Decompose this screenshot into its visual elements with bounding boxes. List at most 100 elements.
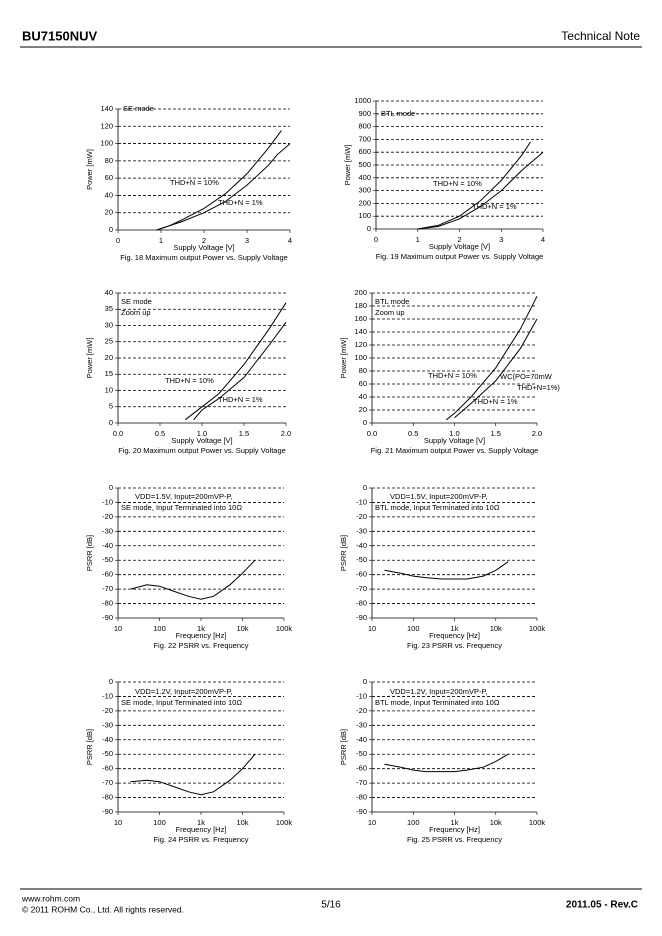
x-axis-label: Supply Voltage [V] xyxy=(173,243,234,252)
x-tick-label: 1.5 xyxy=(491,429,501,438)
y-tick-label: 120 xyxy=(354,340,367,349)
series-label: THD+N = 1% xyxy=(218,198,263,207)
x-tick-label: 10 xyxy=(368,624,376,633)
annotation: Zoom up xyxy=(121,308,151,317)
series-label: THD+N = 10% xyxy=(428,371,477,380)
y-tick-label: -10 xyxy=(356,691,367,700)
copyright: © 2011 ROHM Co., Ltd. All rights reserve… xyxy=(22,904,184,914)
y-tick-label: -90 xyxy=(356,807,367,816)
x-tick-label: 10k xyxy=(490,818,502,827)
y-tick-label: -60 xyxy=(102,764,113,773)
series-line xyxy=(184,302,287,421)
x-tick-label: 4 xyxy=(288,236,292,245)
y-tick-label: 25 xyxy=(105,337,113,346)
figure-caption: Fig. 19 Maximum output Power vs. Supply … xyxy=(376,252,544,261)
x-tick-label: 100k xyxy=(529,624,546,633)
revision: 2011.05 - Rev.C xyxy=(566,900,638,911)
x-tick-label: 1k xyxy=(451,818,459,827)
annotation: VDD=1.5V, Input=200mVP-P, xyxy=(390,492,488,501)
x-tick-label: 10 xyxy=(114,624,122,633)
x-tick-label: 100 xyxy=(407,624,420,633)
y-tick-label: 0 xyxy=(363,677,367,686)
annotation: BTL mode xyxy=(381,109,415,118)
y-tick-label: 0 xyxy=(109,225,113,234)
annotation: BTL mode, Input Terminated into 10Ω xyxy=(375,698,500,707)
y-tick-label: -20 xyxy=(102,706,113,715)
x-tick-label: 100 xyxy=(153,818,166,827)
y-tick-label: -20 xyxy=(102,512,113,521)
x-tick-label: 10k xyxy=(236,818,248,827)
y-tick-label: -90 xyxy=(102,613,113,622)
series-label: THD+N = 10% xyxy=(433,179,482,188)
x-tick-label: 1.0 xyxy=(197,429,207,438)
y-tick-label: -30 xyxy=(102,720,113,729)
y-tick-label: 35 xyxy=(105,304,113,313)
figure-caption: Fig. 22 PSRR vs. Frequency xyxy=(153,641,248,650)
x-tick-label: 100k xyxy=(276,624,293,633)
y-tick-label: -80 xyxy=(102,793,113,802)
x-tick-label: 2 xyxy=(202,236,206,245)
x-axis-label: Frequency [Hz] xyxy=(176,631,227,640)
figure-caption: Fig. 18 Maximum output Power vs. Supply … xyxy=(120,253,288,262)
annotation: VDD=1.5V, Input=200mVP-P, xyxy=(135,492,233,501)
y-tick-label: 200 xyxy=(358,198,371,207)
y-axis-label: Power [mW] xyxy=(85,149,94,190)
x-tick-label: 2 xyxy=(457,235,461,244)
y-tick-label: 200 xyxy=(354,288,367,297)
y-tick-label: -50 xyxy=(102,749,113,758)
y-tick-label: -30 xyxy=(356,526,367,535)
series-label: THD+N = 10% xyxy=(170,178,219,187)
x-tick-label: 0.0 xyxy=(367,429,377,438)
x-tick-label: 1.0 xyxy=(449,429,459,438)
x-tick-label: 10 xyxy=(114,818,122,827)
y-tick-label: 40 xyxy=(105,190,113,199)
x-tick-label: 1.5 xyxy=(239,429,249,438)
y-axis-label: PSRR [dB] xyxy=(339,535,348,571)
annotation: VDD=1.2V, Input=200mVP-P, xyxy=(135,687,233,696)
figure-caption: Fig. 25 PSRR vs. Frequency xyxy=(407,835,502,844)
y-tick-label: 600 xyxy=(358,147,371,156)
y-tick-label: -10 xyxy=(102,691,113,700)
y-axis-label: Power [mW] xyxy=(339,338,348,379)
series-label: THD+N = 10% xyxy=(165,376,214,385)
annotation: SE mode xyxy=(121,297,152,306)
figure-caption: Fig. 23 PSRR vs. Frequency xyxy=(407,641,502,650)
y-tick-label: -40 xyxy=(102,541,113,550)
y-tick-label: -70 xyxy=(356,778,367,787)
y-tick-label: -10 xyxy=(102,497,113,506)
y-tick-label: 5 xyxy=(109,402,113,411)
y-tick-label: 100 xyxy=(358,211,371,220)
y-axis-label: Power [mW] xyxy=(85,338,94,379)
x-axis-label: Supply Voltage [V] xyxy=(171,436,232,445)
x-tick-label: 10 xyxy=(368,818,376,827)
y-tick-label: -80 xyxy=(356,793,367,802)
series-label: THD+N = 1% xyxy=(473,397,518,406)
series-line xyxy=(445,296,538,421)
x-tick-label: 10k xyxy=(236,624,248,633)
y-tick-label: 500 xyxy=(358,160,371,169)
series-line xyxy=(193,322,287,421)
x-axis-label: Supply Voltage [V] xyxy=(424,436,485,445)
y-tick-label: -40 xyxy=(356,541,367,550)
x-axis-label: Supply Voltage [V] xyxy=(429,242,490,251)
y-tick-label: -60 xyxy=(356,764,367,773)
x-axis-label: Frequency [Hz] xyxy=(429,825,480,834)
y-tick-label: 80 xyxy=(105,156,113,165)
figure-caption: Fig. 20 Maximum output Power vs. Supply … xyxy=(118,446,286,455)
y-tick-label: -70 xyxy=(102,584,113,593)
y-tick-label: 160 xyxy=(354,314,367,323)
series-label: THD+N = 1% xyxy=(472,202,517,211)
y-tick-label: -40 xyxy=(356,735,367,744)
y-axis-label: PSRR [dB] xyxy=(85,535,94,571)
y-tick-label: 300 xyxy=(358,186,371,195)
y-tick-label: -60 xyxy=(102,570,113,579)
y-tick-label: -50 xyxy=(356,555,367,564)
series-line xyxy=(130,753,256,796)
y-tick-label: 0 xyxy=(363,418,367,427)
y-tick-label: -90 xyxy=(102,807,113,816)
y-tick-label: -60 xyxy=(356,570,367,579)
y-tick-label: 100 xyxy=(100,139,113,148)
y-tick-label: -80 xyxy=(356,599,367,608)
x-tick-label: 2.0 xyxy=(281,429,291,438)
